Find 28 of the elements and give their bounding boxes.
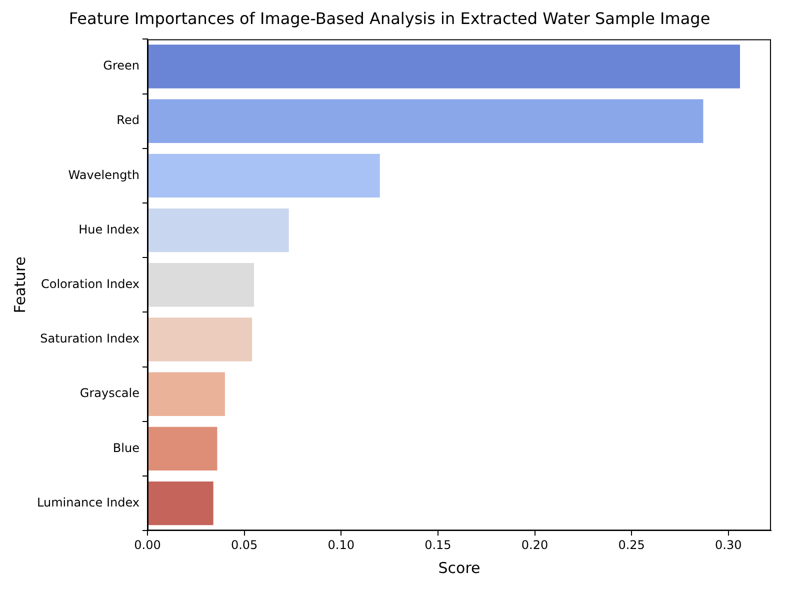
x-tick-label: 0.05: [230, 538, 258, 552]
y-tick-label: Coloration Index: [40, 277, 140, 292]
y-tick-label: Red: [116, 113, 140, 128]
x-tick-label: 0.20: [521, 538, 548, 552]
bar: [148, 154, 380, 198]
y-tick-label: Saturation Index: [40, 332, 140, 346]
bar: [148, 208, 289, 252]
x-tick-label: 0.00: [134, 538, 161, 552]
bar: [148, 44, 740, 88]
y-tick-label: Wavelength: [68, 168, 140, 182]
bar: [148, 99, 704, 143]
bar: [148, 372, 225, 416]
y-tick-label: Hue Index: [78, 222, 140, 236]
chart-title: Feature Importances of Image-Based Analysis in Extracted Water Sample Image: [68, 8, 710, 28]
bar: [148, 263, 254, 307]
x-tick-label: 0.25: [618, 538, 645, 552]
y-axis-title: Feature: [10, 256, 29, 314]
bar: [148, 318, 252, 362]
bar: [148, 481, 214, 526]
x-tick-label: 0.30: [715, 538, 742, 552]
y-tick-label: Luminance Index: [37, 495, 140, 510]
bar: [148, 426, 218, 471]
x-tick-label: 0.15: [424, 538, 452, 552]
y-tick-label: Grayscale: [80, 386, 140, 400]
x-tick-label: 0.10: [328, 538, 354, 552]
y-tick-label: Blue: [112, 440, 140, 455]
x-axis-title: Score: [438, 558, 480, 577]
y-tick-label: Green: [103, 58, 140, 73]
